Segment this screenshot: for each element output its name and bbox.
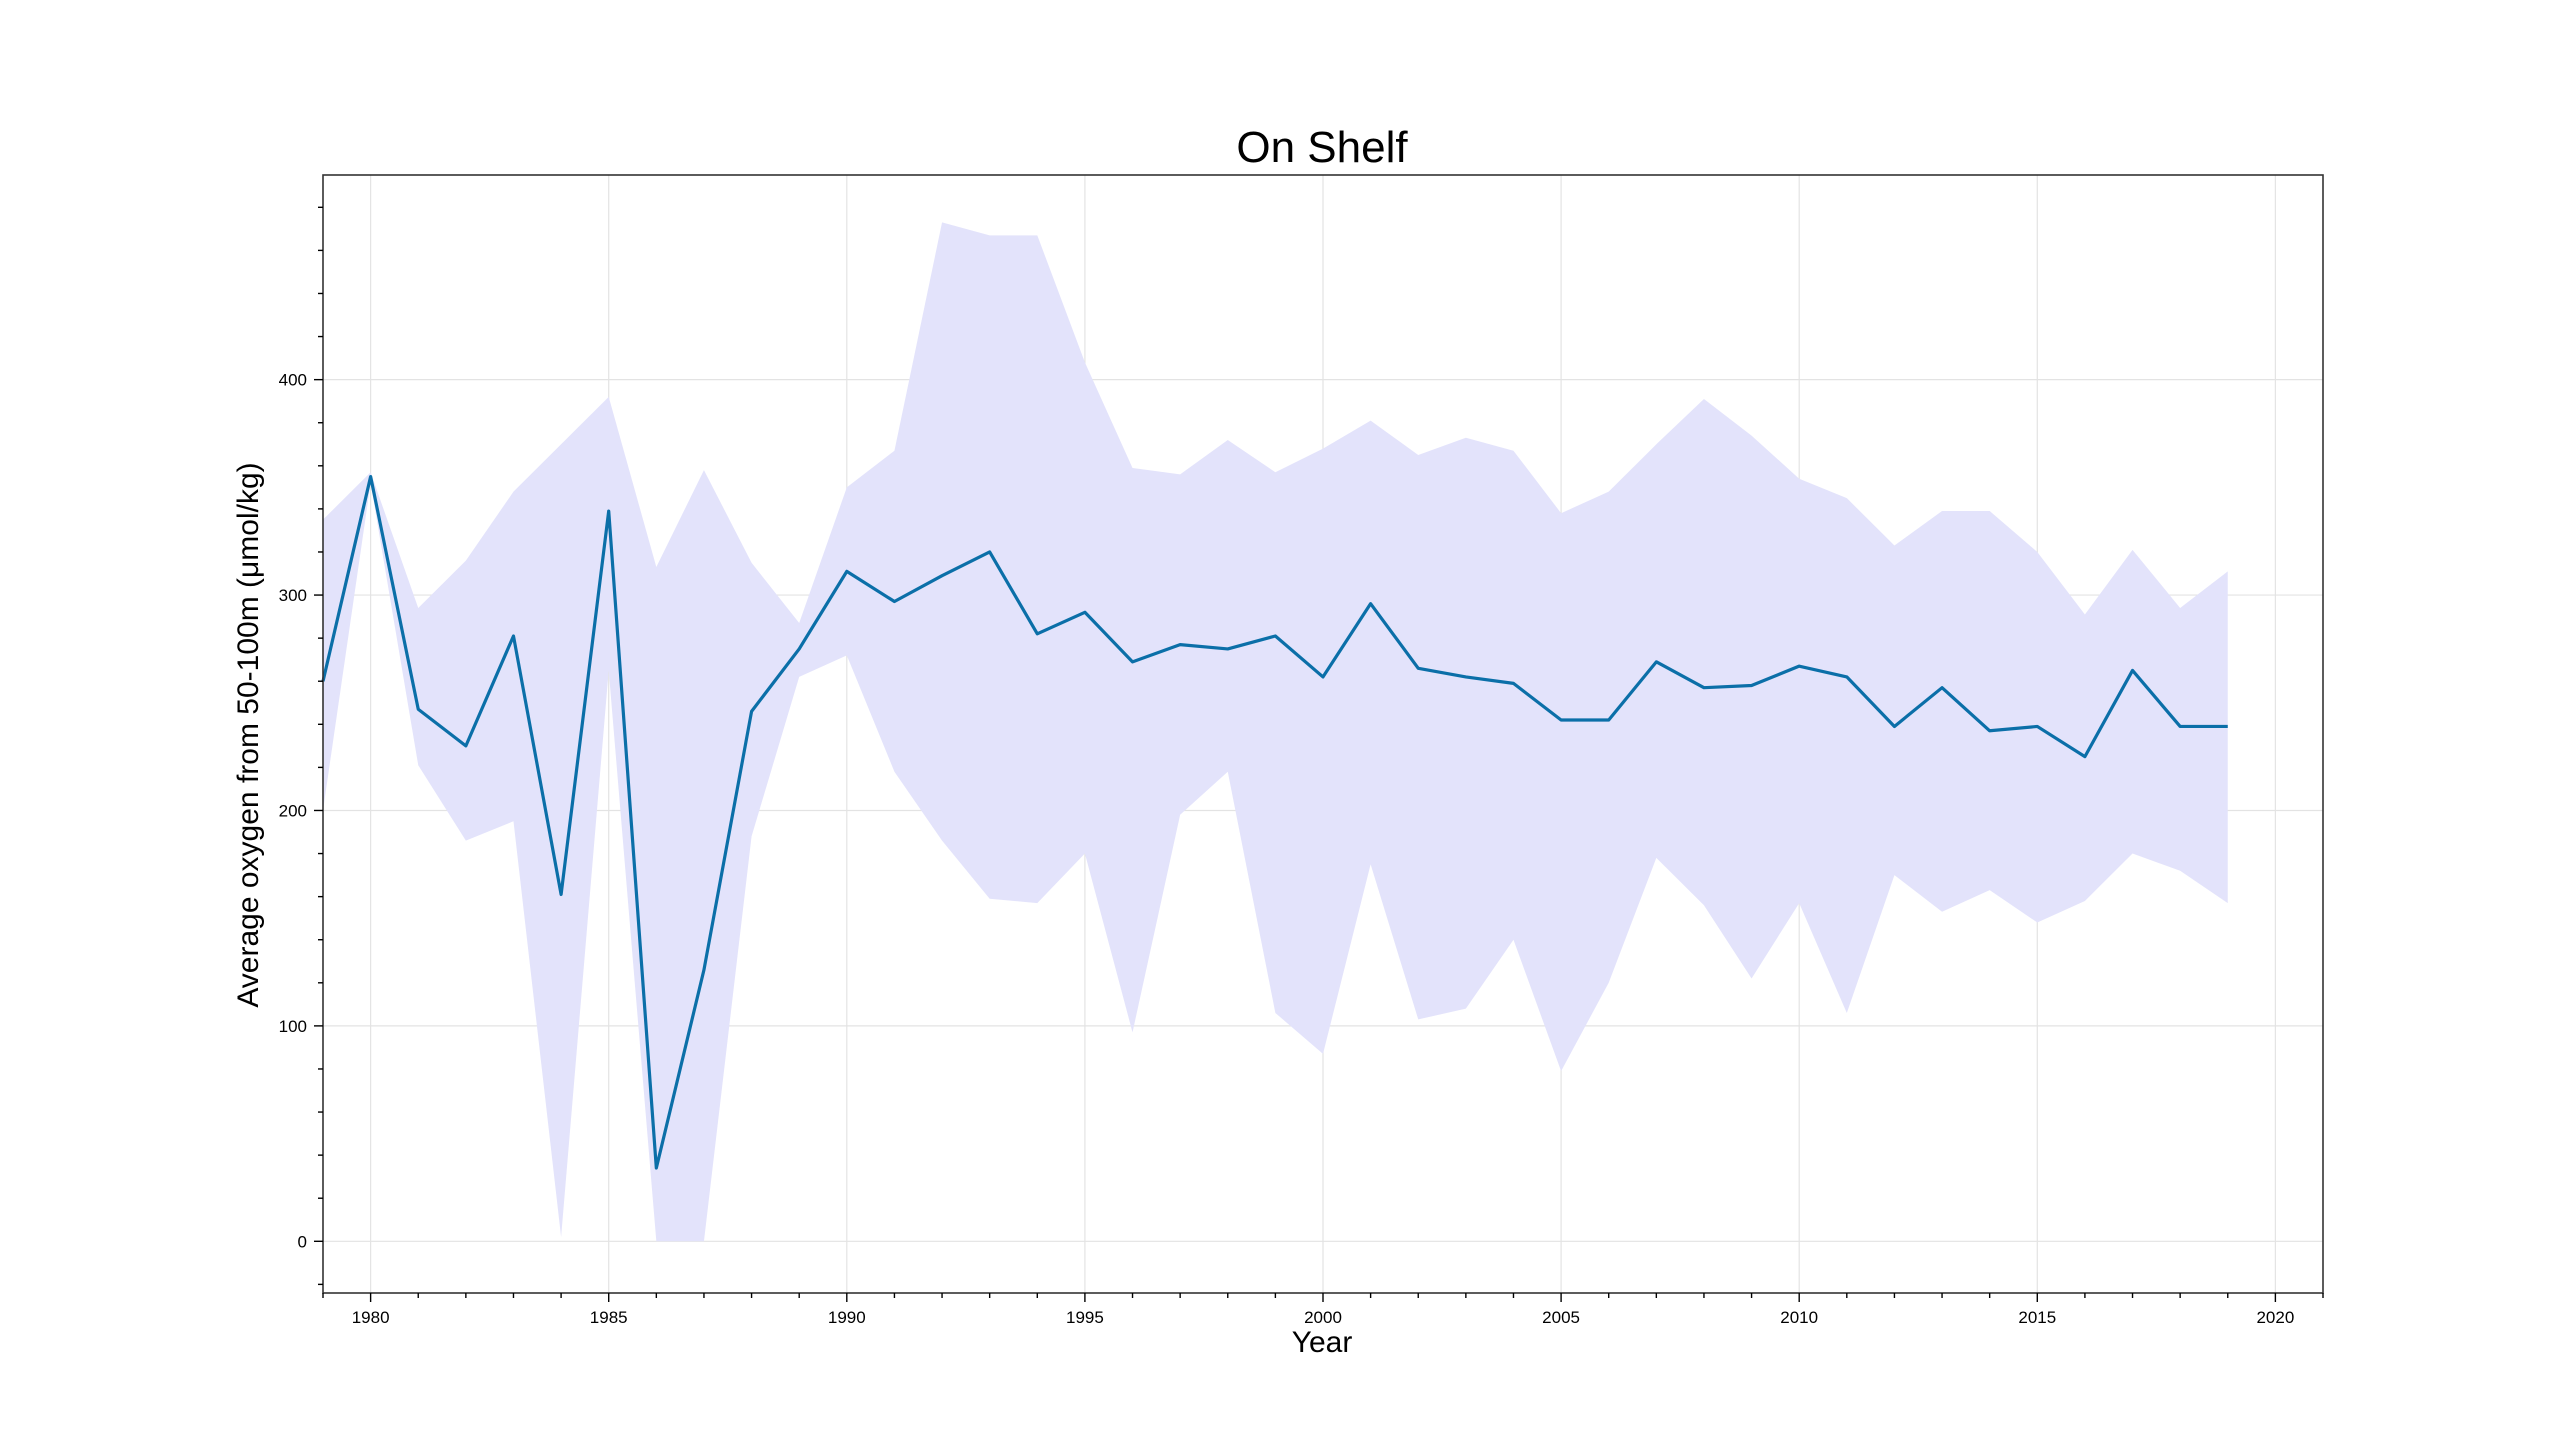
series-line-layer (321, 474, 2228, 1170)
y-tick-label: 300 (279, 586, 307, 605)
x-tick-label: 2000 (1304, 1308, 1342, 1327)
y-tick-label: 400 (279, 371, 307, 390)
x-tick-label: 2010 (1780, 1308, 1818, 1327)
x-tick-label: 2015 (2018, 1308, 2056, 1327)
confidence-band-layer (323, 222, 2228, 1242)
y-axis-title: Average oxygen from 50-100m (μmol/kg) (232, 462, 265, 1007)
x-axis-title: Year (1292, 1326, 1353, 1359)
y-tick-label: 200 (279, 801, 307, 820)
x-tick-label: 1985 (590, 1308, 628, 1327)
y-tick-label: 0 (298, 1232, 307, 1251)
y-tick-label: 100 (279, 1017, 307, 1036)
x-tick-label: 1980 (352, 1308, 390, 1327)
axes: 1980 1985 1990 1995 2000 2005 2010 2015 2020 0 100… (279, 174, 2324, 1327)
confidence-band (323, 222, 2228, 1242)
x-tick-label: 2005 (1542, 1308, 1580, 1327)
chart-title: On Shelf (1236, 123, 1408, 172)
x-tick-label: 2020 (2256, 1308, 2294, 1327)
x-tick-label: 1990 (828, 1308, 866, 1327)
x-tick-label: 1995 (1066, 1308, 1104, 1327)
